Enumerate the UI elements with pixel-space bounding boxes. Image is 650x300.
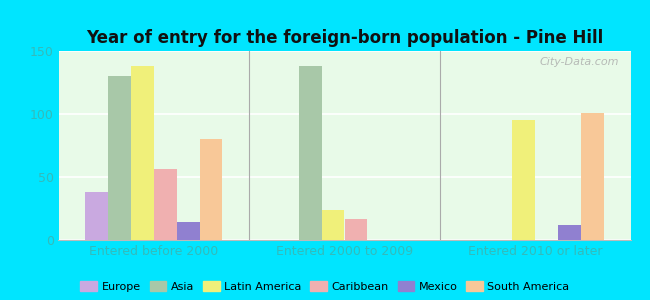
- Title: Year of entry for the foreign-born population - Pine Hill: Year of entry for the foreign-born popul…: [86, 29, 603, 47]
- Bar: [512, 120, 535, 240]
- Bar: [581, 113, 604, 240]
- Bar: [85, 192, 108, 240]
- Bar: [558, 225, 581, 240]
- Bar: [299, 66, 322, 240]
- Bar: [154, 169, 177, 240]
- Text: City-Data.com: City-Data.com: [540, 57, 619, 67]
- Bar: [108, 76, 131, 240]
- Bar: [322, 210, 344, 240]
- Bar: [200, 139, 222, 240]
- Legend: Europe, Asia, Latin America, Caribbean, Mexico, South America: Europe, Asia, Latin America, Caribbean, …: [78, 279, 572, 294]
- Bar: [131, 66, 154, 240]
- Bar: [344, 219, 367, 240]
- Bar: [177, 222, 200, 240]
